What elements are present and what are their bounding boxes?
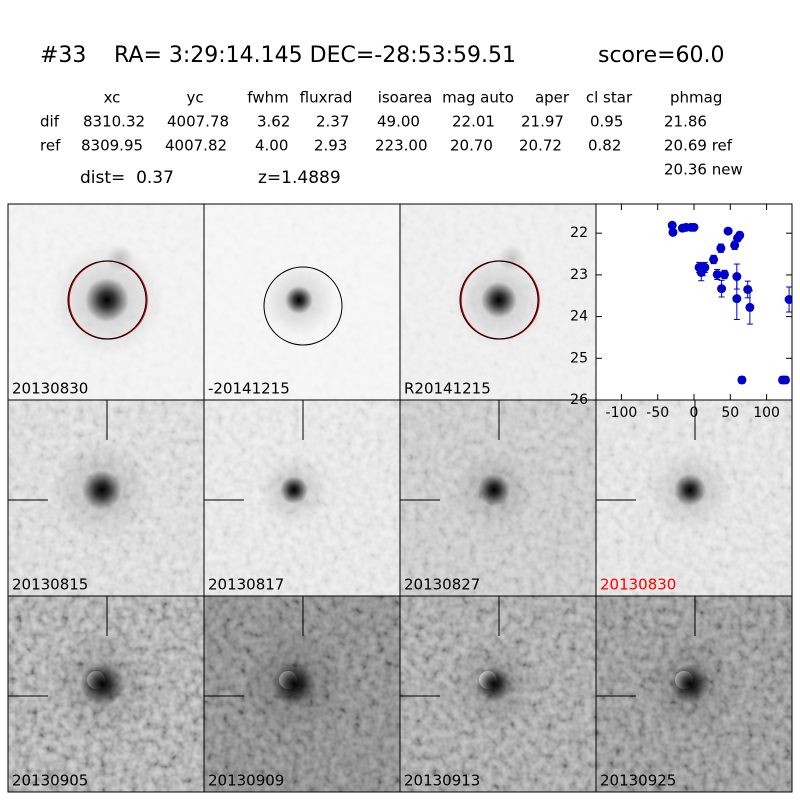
point [730, 240, 740, 250]
column-header: fluxrad [300, 89, 353, 107]
source [476, 666, 512, 702]
column-header: mag auto [442, 89, 514, 107]
x-tick-label: -50 [646, 405, 669, 421]
point [719, 269, 729, 279]
score: score=60.0 [598, 43, 725, 68]
neighbor [106, 244, 134, 272]
source [272, 662, 316, 706]
source [280, 476, 308, 504]
point [709, 254, 719, 264]
table-cell: 4007.78 [167, 113, 229, 131]
table-cell: 20.72 [519, 137, 562, 155]
point [745, 302, 755, 312]
x-tick-label: 100 [753, 405, 780, 421]
aperture [67, 260, 147, 340]
point [668, 227, 678, 237]
points [667, 220, 792, 385]
source [85, 278, 129, 322]
table-cell: 21.86 [664, 113, 707, 131]
point [723, 226, 733, 236]
point [717, 284, 727, 294]
table-cell: 20.69 ref [664, 137, 733, 155]
scatter-plot: 22 23 24 25 26 -100 -50 0 50 100 [570, 203, 793, 421]
table-cell: ref [40, 137, 61, 155]
point [737, 375, 747, 385]
table-cell: 223.00 [375, 137, 428, 155]
table-cell: 2.93 [314, 137, 347, 155]
object-id: #33 [40, 43, 86, 68]
aperture [263, 266, 343, 346]
panel-label: 20130827 [404, 576, 480, 594]
panel-label: 20130909 [208, 772, 284, 790]
panel-label: -20141215 [208, 380, 290, 398]
column-header: xc [104, 89, 121, 107]
source [670, 664, 710, 704]
y-tick-label: 23 [570, 267, 588, 283]
source [80, 662, 124, 706]
panel-frame [595, 595, 793, 793]
point [743, 284, 753, 294]
table-cell: 0.82 [588, 137, 621, 155]
column-header: isoarea [378, 89, 433, 107]
point [712, 269, 722, 279]
table-cell: 8310.32 [83, 113, 145, 131]
x-tick-label: -100 [606, 405, 638, 421]
source [481, 282, 517, 318]
panel-label: R20141215 [404, 380, 491, 398]
table-cell: 49.00 [377, 113, 420, 131]
panel-label: 20130830 [12, 380, 88, 398]
point [689, 222, 699, 232]
redshift: z=1.4889 [258, 168, 341, 188]
dist: dist= 0.37 [80, 168, 174, 188]
point [732, 272, 742, 282]
source [478, 474, 510, 506]
table-cell: 2.37 [316, 113, 349, 131]
source [285, 286, 313, 314]
panel-label: 20130913 [404, 772, 480, 790]
table-cell: dif [40, 113, 60, 131]
column-header: cl star [586, 89, 633, 107]
table-cell: 21.97 [521, 113, 564, 131]
column-header: aper [535, 89, 570, 107]
panel-label: 20130905 [12, 772, 88, 790]
source [82, 470, 122, 510]
column-header: yc [186, 89, 203, 107]
panel-label: 20130925 [600, 772, 676, 790]
panel-label: 20130817 [208, 576, 284, 594]
table-cell: 8309.95 [81, 137, 143, 155]
x-tick-label: 0 [690, 405, 699, 421]
point [780, 375, 790, 385]
plot-frame [595, 203, 793, 401]
point [784, 294, 792, 304]
point [735, 230, 745, 240]
point [716, 243, 726, 253]
neighbor [498, 244, 526, 272]
source [674, 474, 706, 506]
y-tick-label: 24 [570, 309, 588, 325]
panels: 20130830 -20141215 R20141215 20130815 201308… [7, 203, 793, 793]
y-tick-label: 25 [570, 350, 588, 366]
coordinates: RA= 3:29:14.145 DEC=-28:53:59.51 [114, 43, 516, 68]
column-header: phmag [670, 89, 722, 107]
table-cell: 4.00 [255, 137, 288, 155]
point [732, 294, 742, 304]
table-cell: 4007.82 [165, 137, 227, 155]
panel-label: 20130815 [12, 576, 88, 594]
point [700, 262, 710, 272]
table-cell: 3.62 [257, 113, 290, 131]
x-tick-label: 50 [721, 405, 739, 421]
plot-background [596, 204, 792, 400]
y-tick-label: 22 [570, 225, 588, 241]
column-header: fwhm [247, 89, 288, 107]
panel-label: 20130830 [600, 576, 676, 594]
aperture [459, 260, 539, 340]
table-cell: 0.95 [590, 113, 623, 131]
point [667, 220, 677, 230]
table-cell: 22.01 [452, 113, 495, 131]
y-tick-label: 26 [570, 392, 588, 408]
new-mag: 20.36 new [664, 161, 743, 179]
table-cell: 20.70 [450, 137, 493, 155]
